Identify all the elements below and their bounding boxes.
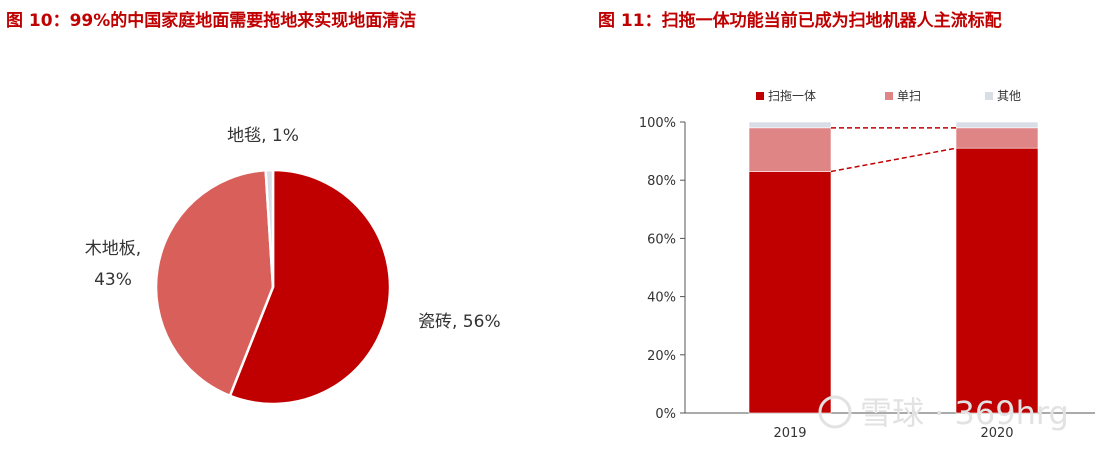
watermark-text: 雪球 · 369hrg [860,394,1069,432]
legend-label-2: 其他 [997,89,1021,103]
bar-2019-0 [748,171,832,414]
bar-2020-2 [955,121,1039,129]
legend-label-1: 单扫 [897,89,921,103]
x-tick-label-1: 2020 [980,426,1013,441]
pie-slice-2 [264,168,275,288]
x-tick-label-0: 2019 [773,426,806,441]
y-tick-label-0: 0% [655,407,676,422]
watermark: 雪球 · 369hrg [818,394,1069,432]
pie-label-0: 瓷砖, 56% [418,312,501,332]
legend-swatch-0 [756,92,764,100]
bar-2019-1 [748,127,832,172]
bar-2020-0 [955,147,1039,414]
watermark-logo-icon [818,395,852,429]
pie-slice-1 [154,168,275,398]
left-chart-title: 图 10：99%的中国家庭地面需要拖地来实现地面清洁 [6,11,417,31]
bar-2019-2 [748,121,832,129]
legend-label-0: 扫拖一体 [768,89,816,103]
y-tick-label-4: 80% [647,174,676,189]
connector-line-0 [830,147,957,173]
y-tick-label-5: 100% [639,116,676,131]
bar-2020-1 [955,127,1039,149]
pie-slice-0 [228,168,392,406]
legend-swatch-1 [885,92,893,100]
y-tick-label-3: 60% [647,232,676,247]
pie-label-2: 地毯, 1% [227,126,299,146]
pie-label-1: 木地板, 43% [85,239,141,290]
y-tick-label-2: 40% [647,291,676,306]
right-chart-title: 图 11：扫拖一体功能当前已成为扫地机器人主流标配 [598,11,1002,31]
legend-swatch-2 [985,92,993,100]
y-tick-label-1: 20% [647,349,676,364]
